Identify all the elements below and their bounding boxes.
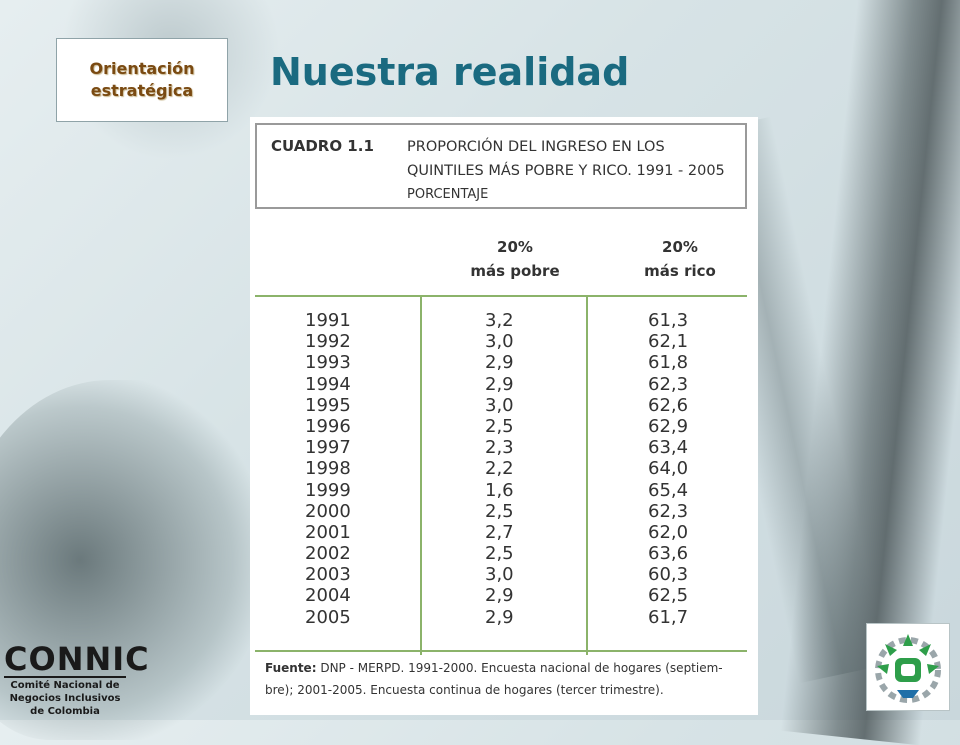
year-cell: 1997 <box>305 437 351 459</box>
table-row: 2000 2,5 62,3 <box>250 501 758 522</box>
poorest-share-cell: 2,9 <box>485 352 514 374</box>
richest-share-cell: 61,7 <box>648 606 689 628</box>
connic-subtitle: Comité Nacional de Negocios Inclusivos d… <box>4 676 126 718</box>
table-row: 2005 2,9 61,7 <box>250 607 758 628</box>
richest-share-cell: 61,8 <box>648 352 689 374</box>
richest-share-cell: 64,0 <box>648 458 689 480</box>
richest-share-cell: 62,3 <box>648 373 689 395</box>
column-header-richest-line1: 20% <box>662 238 698 256</box>
year-cell: 2002 <box>305 543 351 565</box>
orientation-label-box: Orientación estratégica <box>56 38 228 122</box>
table-row: 1999 1,6 65,4 <box>250 480 758 501</box>
orientation-label: Orientación estratégica <box>89 59 195 100</box>
table-row: 2003 3,0 60,3 <box>250 564 758 585</box>
table-row: 1993 2,9 61,8 <box>250 352 758 373</box>
poorest-share-cell: 1,6 <box>485 479 514 501</box>
richest-share-cell: 62,9 <box>648 415 689 437</box>
year-cell: 1994 <box>305 373 351 395</box>
column-header-poorest-line1: 20% <box>497 238 533 256</box>
poorest-share-cell: 2,5 <box>485 543 514 565</box>
table-title: PROPORCIÓN DEL INGRESO EN LOS QUINTILES … <box>407 135 737 207</box>
year-cell: 2001 <box>305 521 351 543</box>
poorest-share-cell: 2,5 <box>485 415 514 437</box>
header-divider <box>255 295 747 297</box>
year-cell: 2004 <box>305 585 351 607</box>
poorest-share-cell: 2,9 <box>485 606 514 628</box>
richest-share-cell: 61,3 <box>648 310 689 331</box>
richest-share-cell: 62,3 <box>648 500 689 522</box>
footer-divider <box>255 650 747 652</box>
table-title-line1: PROPORCIÓN DEL INGRESO EN LOS <box>407 139 665 155</box>
table-label: CUADRO 1.1 <box>271 137 374 155</box>
source-line1: DNP - MERPD. 1991-2000. Encuesta naciona… <box>320 661 723 675</box>
table-row: 1998 2,2 64,0 <box>250 458 758 479</box>
poorest-share-cell: 2,9 <box>485 373 514 395</box>
table-row: 1992 3,0 62,1 <box>250 331 758 352</box>
poorest-share-cell: 2,2 <box>485 458 514 480</box>
year-cell: 1995 <box>305 394 351 416</box>
column-divider <box>420 295 422 655</box>
table-source-note: Fuente: DNP - MERPD. 1991-2000. Encuesta… <box>265 657 745 701</box>
gear-leaf-logo-svg <box>875 634 941 703</box>
year-cell: 2000 <box>305 500 351 522</box>
column-divider <box>586 295 588 655</box>
richest-share-cell: 65,4 <box>648 479 689 501</box>
slide-title: Nuestra realidad <box>270 50 630 94</box>
table-unit: PORCENTAJE <box>407 187 489 202</box>
income-table-image: CUADRO 1.1 PROPORCIÓN DEL INGRESO EN LOS… <box>250 117 758 715</box>
poorest-share-cell: 2,9 <box>485 585 514 607</box>
connic-logo: CONNIC Comité Nacional de Negocios Inclu… <box>4 640 150 718</box>
table-row: 1994 2,9 62,3 <box>250 374 758 395</box>
year-cell: 1991 <box>305 310 351 331</box>
column-header-richest-line2: más rico <box>644 262 716 280</box>
year-cell: 1998 <box>305 458 351 480</box>
year-cell: 2003 <box>305 564 351 586</box>
poorest-share-cell: 3,0 <box>485 331 514 353</box>
connic-wordmark: CONNIC <box>4 640 150 678</box>
column-header-poorest-line2: más pobre <box>470 262 560 280</box>
poorest-share-cell: 3,0 <box>485 394 514 416</box>
year-cell: 1993 <box>305 352 351 374</box>
year-cell: 2005 <box>305 606 351 628</box>
source-line2: bre); 2001-2005. Encuesta continua de ho… <box>265 683 664 697</box>
table-row: 1991 3,2 61,3 <box>250 310 758 331</box>
poorest-share-cell: 3,0 <box>485 564 514 586</box>
table-body: 1991 3,2 61,3 1992 3,0 62,1 1993 2,9 61,8 1994 2,9… <box>250 310 758 628</box>
table-row: 1995 3,0 62,6 <box>250 395 758 416</box>
poorest-share-cell: 2,7 <box>485 521 514 543</box>
table-row: 1997 2,3 63,4 <box>250 437 758 458</box>
richest-share-cell: 62,6 <box>648 394 689 416</box>
richest-share-cell: 62,1 <box>648 331 689 353</box>
richest-share-cell: 62,5 <box>648 585 689 607</box>
richest-share-cell: 63,4 <box>648 437 689 459</box>
source-label: Fuente: <box>265 661 317 675</box>
richest-share-cell: 62,0 <box>648 521 689 543</box>
column-header-richest: 20% más rico <box>600 235 760 283</box>
table-header-box: CUADRO 1.1 PROPORCIÓN DEL INGRESO EN LOS… <box>255 123 747 209</box>
table-title-line2: QUINTILES MÁS POBRE Y RICO. 1991 - 2005 <box>407 163 725 179</box>
table-row: 2002 2,5 63,6 <box>250 543 758 564</box>
table-row: 2001 2,7 62,0 <box>250 522 758 543</box>
poorest-share-cell: 2,3 <box>485 437 514 459</box>
year-cell: 1992 <box>305 331 351 353</box>
column-header-poorest: 20% más pobre <box>435 235 595 283</box>
year-cell: 1996 <box>305 415 351 437</box>
table-row: 2004 2,9 62,5 <box>250 585 758 606</box>
table-row: 1996 2,5 62,9 <box>250 416 758 437</box>
gear-leaf-logo-icon <box>866 623 950 711</box>
year-cell: 1999 <box>305 479 351 501</box>
poorest-share-cell: 3,2 <box>485 310 514 331</box>
poorest-share-cell: 2,5 <box>485 500 514 522</box>
richest-share-cell: 63,6 <box>648 543 689 565</box>
richest-share-cell: 60,3 <box>648 564 689 586</box>
